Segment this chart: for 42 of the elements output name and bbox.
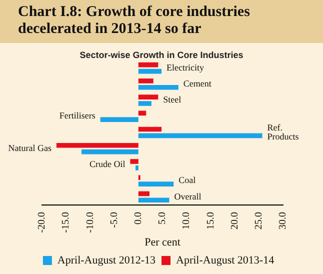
bar — [138, 126, 162, 132]
x-tick-label: 5.0 — [157, 212, 168, 224]
y-tick-label: Natural Gas — [8, 142, 52, 153]
x-tick-label: -5.0 — [108, 212, 120, 228]
bar — [82, 149, 138, 154]
bar — [138, 94, 158, 100]
y-tick-label: Fertilisers — [59, 110, 96, 121]
bar — [138, 182, 174, 186]
x-tick-label: 10.0 — [181, 212, 192, 230]
y-tick-label: Steel — [163, 94, 182, 105]
x-tick-label: 20.0 — [229, 212, 240, 230]
bar — [56, 142, 138, 148]
chart-subtitle: Sector-wise Growth in Core Industries — [78, 50, 244, 60]
y-tick-label: Cement — [183, 78, 212, 89]
bar — [138, 84, 178, 90]
x-axis-title: Per cent — [144, 236, 180, 248]
bar — [100, 117, 138, 122]
x-tick-label: -15.0 — [60, 212, 72, 233]
bar — [138, 133, 262, 138]
y-tick-label: Overall — [174, 191, 202, 202]
y-tick-label: Coal — [178, 175, 196, 186]
y-tick-label: Electricity — [166, 62, 205, 72]
x-tick-label: 15.0 — [205, 212, 216, 230]
x-tick-label: 30.0 — [278, 212, 289, 230]
bar — [138, 110, 146, 116]
x-tick-label: -20.0 — [36, 212, 48, 233]
bar — [136, 166, 138, 170]
legend-label: April-August 2013-14 — [176, 254, 275, 266]
bar — [130, 159, 138, 164]
bar — [138, 101, 152, 106]
x-tick-label: -10.0 — [84, 212, 96, 233]
x-tick-label: 0.0 — [133, 212, 144, 224]
bar — [138, 78, 154, 84]
chart-title: Chart I.8: Growth of core industries decelerated in 2013-14 so far — [0, 0, 323, 43]
bar — [138, 68, 162, 74]
y-tick-label: Ref. Products — [267, 122, 300, 142]
x-tick-label: 25.0 — [254, 212, 265, 230]
bar — [138, 191, 150, 196]
bar — [138, 62, 158, 68]
y-tick-label: Crude Oil — [89, 159, 126, 170]
bar — [138, 198, 170, 203]
legend-label: April-August 2012-13 — [57, 254, 156, 266]
